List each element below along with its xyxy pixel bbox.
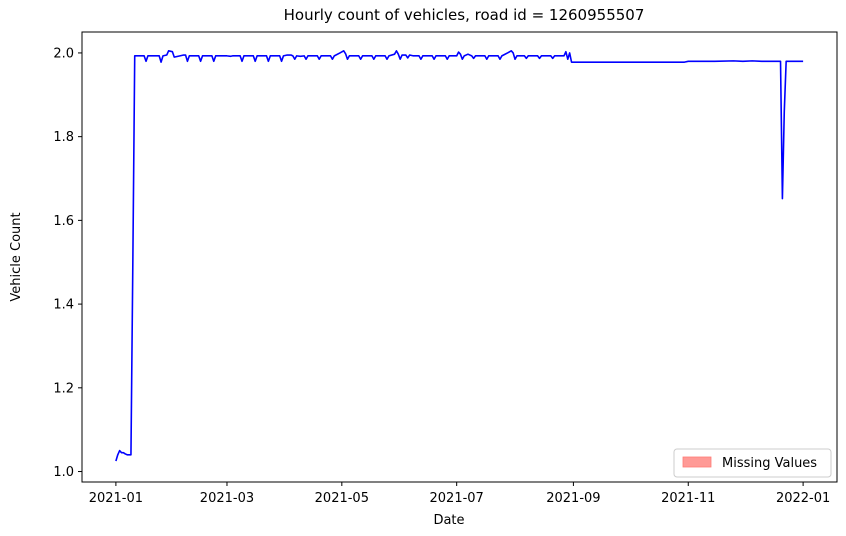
- x-tick-label: 2021-07: [430, 491, 484, 506]
- y-tick-label: 1.8: [53, 130, 74, 145]
- y-tick-label: 1.4: [53, 298, 74, 313]
- x-tick-label: 2021-01: [89, 491, 143, 506]
- x-tick-label: 2022-01: [776, 491, 830, 506]
- series-group: [115, 50, 804, 462]
- plot-area: [81, 31, 838, 483]
- x-tick-label: 2021-05: [315, 491, 369, 506]
- x-tick-label: 2021-09: [546, 491, 600, 506]
- x-tick-label: 2021-11: [661, 491, 715, 506]
- y-tick-label: 1.0: [53, 465, 74, 480]
- plot-frame: [81, 31, 838, 483]
- legend-swatch-missing-values: [682, 456, 712, 468]
- legend-box: [673, 448, 832, 478]
- y-tick-label: 1.6: [53, 214, 74, 229]
- y-tick-label: 2.0: [53, 46, 74, 61]
- y-tick-label: 1.2: [53, 381, 74, 396]
- y-axis-label: Vehicle Count: [9, 212, 24, 301]
- x-axis: 2021-01 2021-03 2021-05 2021-07 2021-09 2021-…: [89, 482, 830, 506]
- legend: Missing Values: [673, 448, 832, 478]
- series-line-vehicle-count: [115, 50, 804, 462]
- y-axis: 1.0 1.2 1.4 1.6 1.8 2.0: [53, 46, 82, 480]
- x-axis-label: Date: [433, 513, 464, 528]
- legend-label-missing-values: Missing Values: [722, 456, 817, 471]
- chart-title: Hourly count of vehicles, road id = 1260…: [284, 6, 645, 24]
- x-tick-label: 2021-03: [200, 491, 254, 506]
